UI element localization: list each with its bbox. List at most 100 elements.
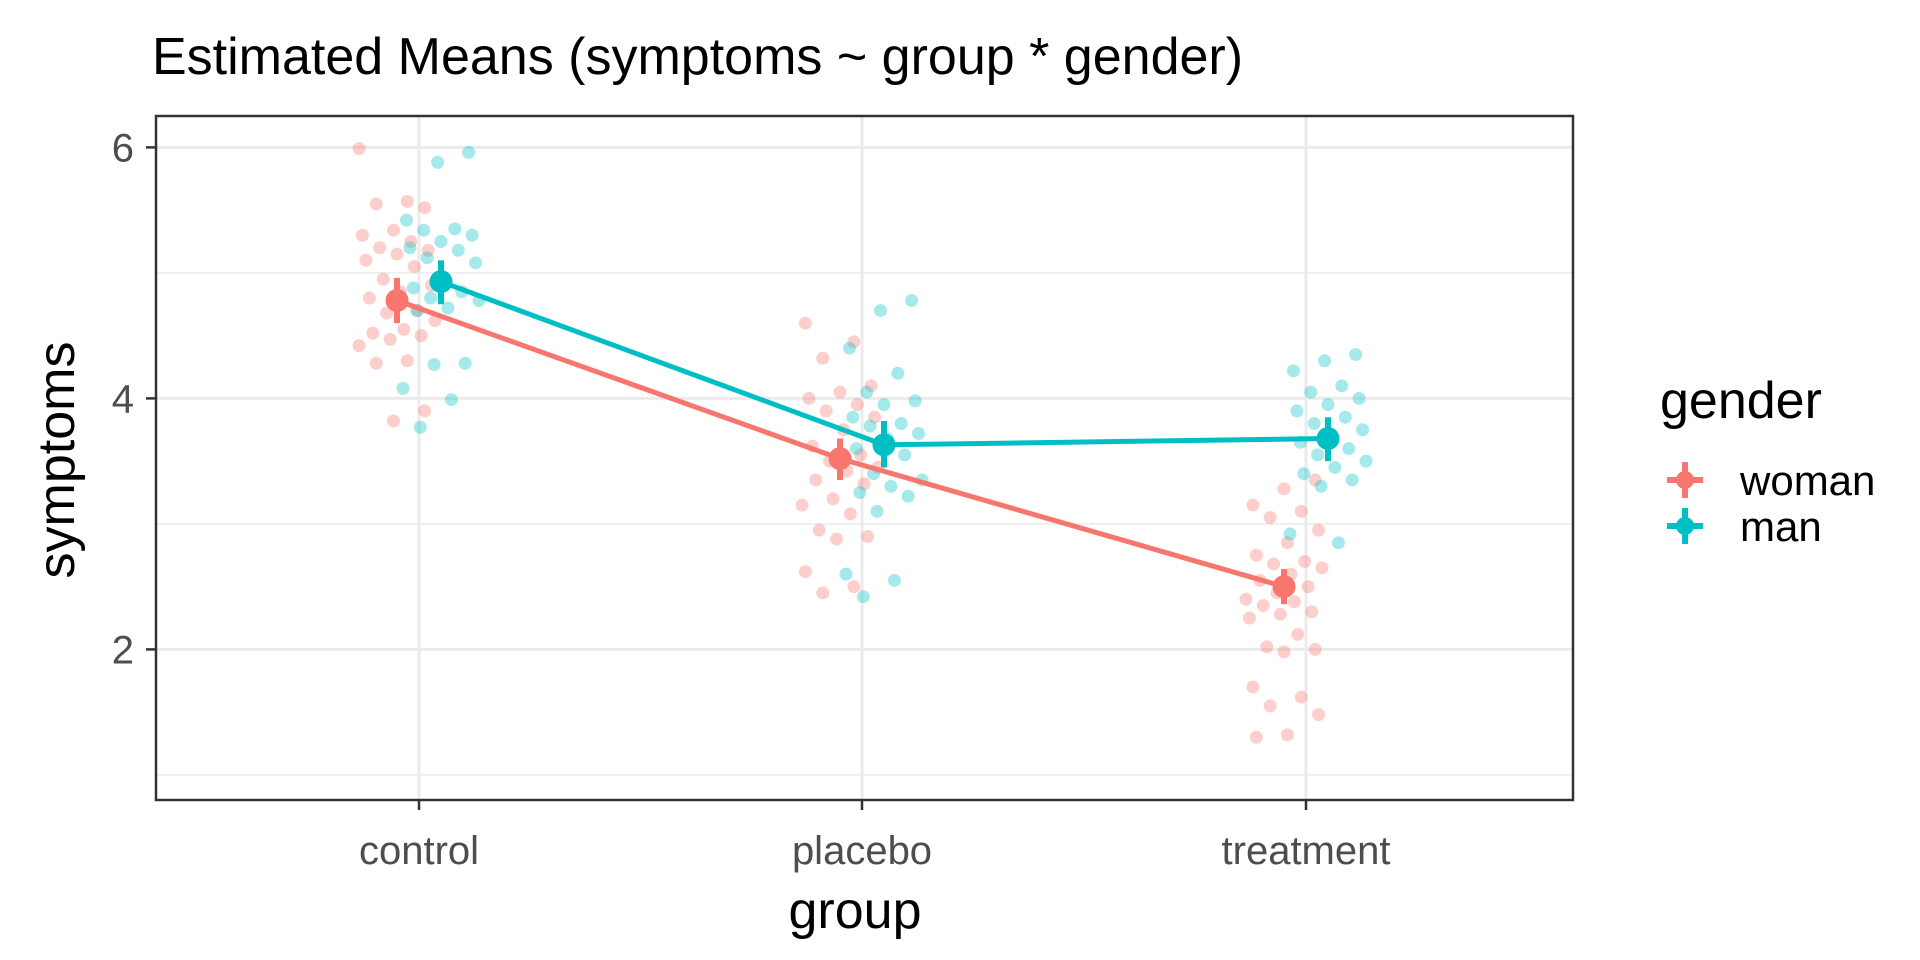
data-point — [451, 243, 465, 257]
data-point — [1280, 536, 1294, 550]
data-point — [1297, 467, 1311, 481]
data-point — [1239, 592, 1253, 606]
data-point — [448, 222, 462, 236]
data-point — [458, 356, 472, 370]
data-point — [420, 251, 434, 265]
data-point — [431, 155, 445, 169]
data-point — [1314, 479, 1328, 493]
data-point — [847, 335, 861, 349]
data-point — [369, 197, 383, 211]
data-point — [1356, 423, 1370, 437]
data-point — [826, 492, 840, 506]
data-point — [1294, 690, 1308, 704]
data-point — [891, 366, 905, 380]
x-tick-label: control — [359, 829, 479, 873]
data-point — [397, 322, 411, 336]
plot-border — [154, 114, 1575, 802]
data-point — [1359, 454, 1373, 468]
data-point — [1246, 680, 1260, 694]
data-point — [856, 590, 870, 604]
data-point — [898, 448, 912, 462]
data-point — [1311, 448, 1325, 462]
legend-key-point — [1676, 471, 1694, 489]
data-point — [860, 385, 874, 399]
plot-panel — [156, 116, 1573, 800]
legend-label: man — [1740, 503, 1822, 550]
data-point — [355, 228, 369, 242]
data-point — [847, 580, 861, 594]
data-point — [414, 329, 428, 343]
data-point — [387, 223, 401, 237]
data-point — [1308, 642, 1322, 656]
data-point — [833, 385, 847, 399]
data-point — [830, 532, 844, 546]
data-point — [1352, 391, 1366, 405]
data-point — [1280, 728, 1294, 742]
data-point — [1242, 611, 1256, 625]
chart-title: Estimated Means (symptoms ~ group * gend… — [152, 28, 1243, 86]
data-point — [877, 398, 891, 412]
data-point — [819, 404, 833, 418]
data-point — [861, 529, 875, 543]
data-point — [469, 256, 483, 270]
data-point — [1277, 482, 1291, 496]
data-point — [1291, 627, 1305, 641]
data-point — [373, 241, 387, 255]
x-tick-label: placebo — [792, 829, 932, 873]
data-point — [1345, 473, 1359, 487]
data-point — [868, 410, 882, 424]
data-point — [1290, 404, 1304, 418]
data-point — [366, 326, 380, 340]
data-point — [441, 301, 455, 315]
data-point — [1307, 416, 1321, 430]
data-point — [1304, 385, 1318, 399]
data-point — [1305, 605, 1319, 619]
data-point — [352, 142, 366, 156]
data-point — [376, 272, 390, 286]
data-point — [1249, 730, 1263, 744]
data-point — [901, 489, 915, 503]
y-tick-label: 6 — [112, 126, 134, 170]
data-point — [369, 356, 383, 370]
data-point — [1277, 645, 1291, 659]
data-point — [1274, 607, 1288, 621]
data-point — [1260, 640, 1274, 654]
data-point — [912, 427, 926, 441]
data-point — [403, 241, 417, 255]
data-point — [1287, 595, 1301, 609]
data-point — [404, 235, 418, 249]
data-point — [1312, 708, 1326, 722]
data-point — [362, 291, 376, 305]
data-point — [809, 473, 823, 487]
data-point — [1263, 511, 1277, 525]
data-point — [387, 414, 401, 428]
data-point — [1312, 523, 1326, 537]
data-point — [400, 194, 414, 208]
data-point — [870, 504, 884, 518]
data-point — [1328, 460, 1342, 474]
data-point — [850, 398, 864, 412]
x-tick-label: treatment — [1222, 829, 1391, 873]
data-point — [462, 145, 476, 159]
data-point — [846, 410, 860, 424]
data-point — [857, 477, 871, 491]
data-point — [905, 293, 919, 307]
data-point — [1342, 442, 1356, 456]
data-point — [407, 260, 421, 274]
data-point — [853, 486, 867, 500]
data-point — [400, 354, 414, 368]
data-point — [884, 479, 898, 493]
data-point — [390, 247, 404, 261]
data-point — [863, 419, 877, 433]
data-point — [1294, 504, 1308, 518]
data-point — [798, 316, 812, 330]
x-axis-title: group — [789, 882, 922, 940]
plot-area: 2 4 6 control placebo treatment — [112, 114, 1575, 873]
data-point — [1286, 364, 1300, 378]
data-point — [1318, 354, 1332, 368]
y-axis-title: symptoms — [28, 342, 86, 579]
mean-point — [872, 433, 896, 457]
legend-label: woman — [1739, 457, 1875, 504]
data-point — [1249, 548, 1263, 562]
